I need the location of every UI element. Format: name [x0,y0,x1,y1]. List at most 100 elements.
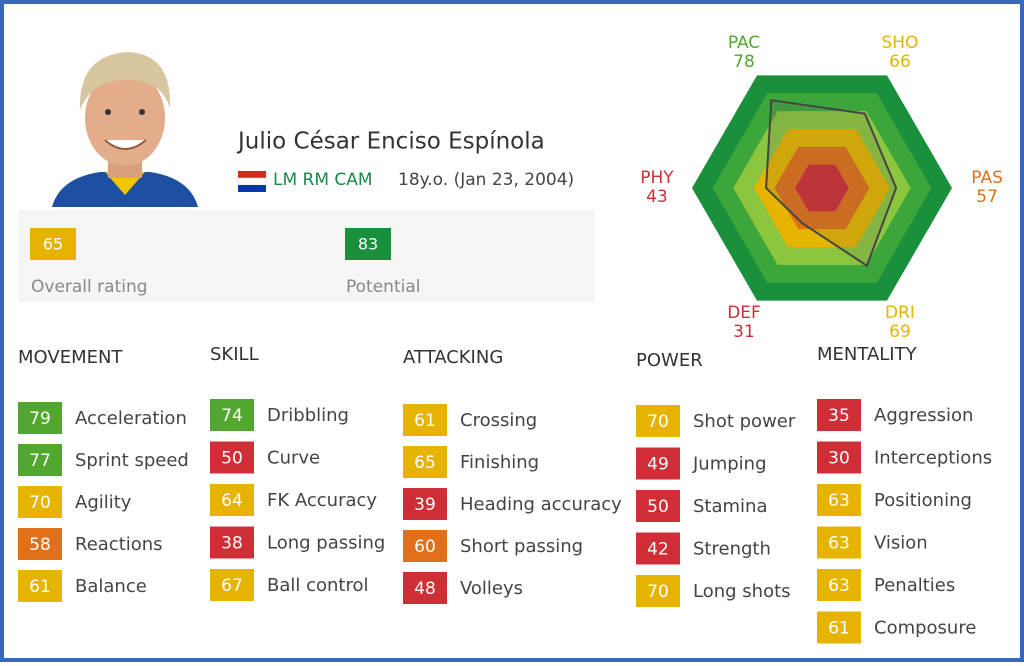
attribute-name: Positioning [874,490,972,511]
attribute-name: Composure [874,618,976,639]
attribute-badge [403,446,447,478]
rating-value: 83 [358,235,378,254]
attribute-name: Agility [75,492,132,513]
attribute-badge [403,530,447,562]
attribute-badge [817,611,861,644]
age: 18y.o. (Jan 23, 2004) [398,170,574,190]
attribute-name: Stamina [693,496,768,517]
attribute-value: 65 [414,453,436,473]
radar-label: DRI [885,303,915,323]
attribute-badge [817,526,861,559]
attribute-badge [18,528,62,560]
radar-ring [795,164,849,212]
radar-label: PAS [971,168,1003,188]
attribute-name: Curve [267,448,320,469]
attribute-name: Finishing [460,452,539,473]
attribute-value: 35 [828,406,850,426]
radar-value: 57 [976,187,998,207]
attribute-name: Ball control [267,575,369,596]
group-title: SKILL [210,344,259,365]
attribute-value: 70 [647,582,669,602]
attribute-value: 38 [221,534,243,554]
attribute-value: 61 [414,411,436,431]
attribute-value: 49 [647,455,669,475]
rating-value: 65 [43,235,63,254]
player-name: Julio César Enciso Espínola [236,129,545,155]
attribute-value: 61 [29,577,51,597]
radar-value: 31 [733,322,755,342]
attribute-name: Vision [874,533,928,554]
radar-value: 69 [889,322,911,342]
attribute-badge [210,484,254,516]
attribute-name: Volleys [460,578,523,599]
attribute-badge [636,447,680,480]
attribute-name: Dribbling [267,405,349,426]
group-title: POWER [636,350,703,371]
attribute-name: Interceptions [874,448,992,469]
attribute-badge [210,399,254,431]
attribute-value: 60 [414,537,436,557]
attribute-value: 39 [414,495,436,515]
radar-shape [765,99,898,268]
attribute-badge [210,441,254,474]
rating-label: Overall rating [31,277,148,297]
radar-value: 43 [646,187,668,207]
attribute-value: 50 [221,449,243,469]
attribute-name: Long passing [267,533,385,554]
attribute-badge [636,532,680,565]
attribute-badge [210,526,254,559]
attribute-name: Sprint speed [75,450,189,471]
attribute-value: 77 [29,451,51,471]
attribute-value: 30 [828,449,850,469]
radar-label: PAC [728,33,760,53]
attribute-name: Balance [75,576,147,597]
radar-label: DEF [727,303,761,323]
attribute-badge [18,486,62,518]
attribute-badge [210,569,254,601]
attribute-badge [636,575,680,607]
attribute-value: 67 [221,576,243,596]
radar-label: PHY [640,168,674,188]
attribute-value: 50 [647,497,669,517]
rating-badge [30,228,76,260]
attribute-name: Aggression [874,405,973,426]
attribute-name: FK Accuracy [267,490,377,511]
rating-badge [345,228,391,260]
group-title: MOVEMENT [18,347,123,368]
attribute-badge [636,490,680,522]
attribute-badge [403,404,447,436]
attribute-value: 63 [828,534,850,554]
attribute-name: Crossing [460,410,537,431]
radar-label: SHO [882,33,919,53]
rating-panel [18,210,595,302]
attribute-value: 64 [221,491,243,511]
attribute-badge [817,484,861,516]
attribute-name: Acceleration [75,408,187,429]
attribute-name: Strength [693,539,771,560]
attribute-badge [817,569,861,601]
radar-value: 66 [889,52,911,72]
attribute-value: 61 [828,619,850,639]
attribute-name: Shot power [693,411,796,432]
attribute-value: 63 [828,576,850,596]
group-title: MENTALITY [817,344,918,365]
attribute-name: Jumping [692,454,767,475]
positions[interactable]: LM RM CAM [273,170,373,190]
attribute-name: Long shots [693,581,791,602]
attribute-name: Heading accuracy [460,494,622,515]
attribute-value: 58 [29,535,51,555]
attribute-badge [18,402,62,434]
rating-label: Potential [346,277,420,297]
attribute-value: 48 [414,579,436,599]
attribute-badge [18,444,62,476]
attribute-badge [817,399,861,431]
attribute-value: 42 [647,540,669,560]
attribute-name: Penalties [874,575,955,596]
attribute-badge [403,572,447,604]
attribute-value: 74 [221,406,243,426]
flag [237,171,267,192]
group-title: ATTACKING [403,347,503,368]
attribute-badge [636,405,680,437]
attribute-name: Reactions [75,534,163,555]
